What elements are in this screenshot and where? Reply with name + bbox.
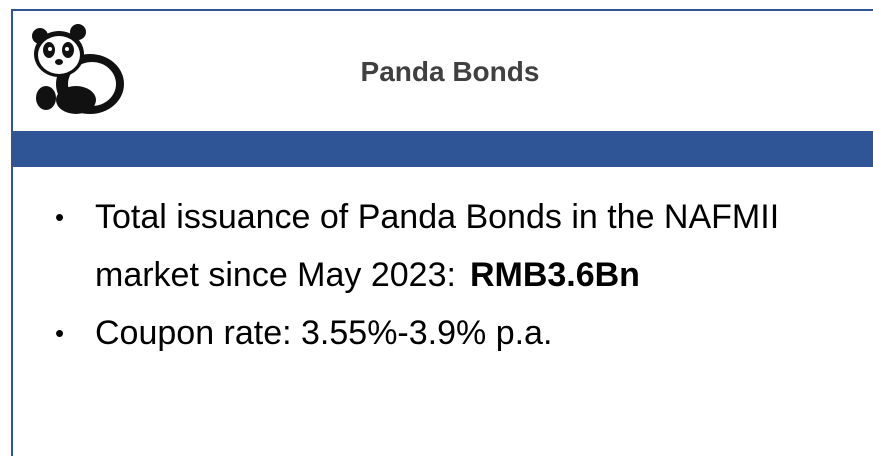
bullet-text: Total issuance of Panda Bonds in the NAF… <box>95 198 779 294</box>
slide-title: Panda Bonds <box>200 56 700 88</box>
bullet-emphasis: RMB3.6Bn <box>470 256 640 294</box>
panda-icon <box>32 22 128 118</box>
bullet-item: Coupon rate: 3.55%-3.9% p.a. <box>55 304 855 362</box>
slide: Panda Bonds Total issuance of Panda Bond… <box>0 0 873 456</box>
bullet-text: Coupon rate: 3.55%-3.9% p.a. <box>95 314 552 352</box>
frame-border <box>11 9 13 456</box>
bullet-item: Total issuance of Panda Bonds in the NAF… <box>55 188 855 304</box>
bullet-list: Total issuance of Panda Bonds in the NAF… <box>55 188 855 362</box>
frame-border <box>12 9 873 11</box>
header-band <box>12 131 873 167</box>
